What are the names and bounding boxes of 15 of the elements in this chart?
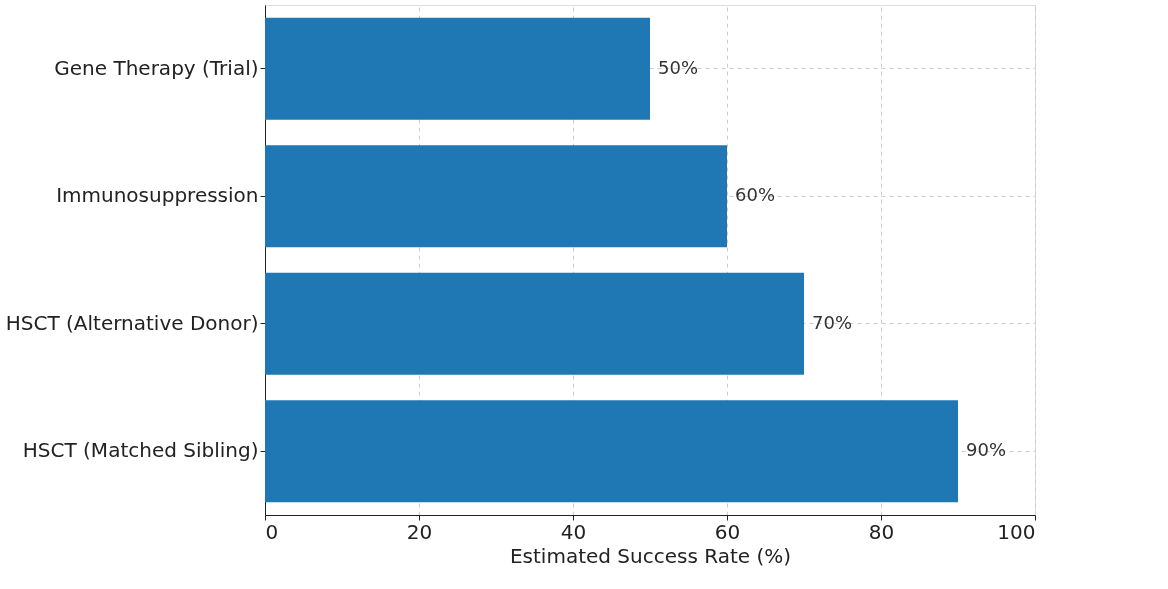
x-tick-label: 100 [997, 519, 1036, 544]
x-tick-label: 60 [714, 519, 741, 544]
data-label: 70% [812, 311, 853, 333]
data-label: 90% [966, 439, 1007, 461]
x-axis-title: Estimated Success Rate (%) [509, 543, 792, 568]
data-label: 50% [658, 56, 699, 78]
data-label: 60% [735, 184, 776, 206]
y-tick-label: Gene Therapy (Trial) [54, 55, 259, 80]
y-tick-label: HSCT (Alternative Donor) [5, 310, 259, 335]
y-tick-label: HSCT (Matched Sibling) [22, 438, 259, 463]
x-tick-label: 20 [406, 519, 433, 544]
x-tick-label: 0 [265, 519, 279, 544]
y-tick-label: Immunosuppression [56, 183, 259, 208]
x-tick-label: 80 [868, 519, 895, 544]
x-tick-label: 40 [560, 519, 587, 544]
